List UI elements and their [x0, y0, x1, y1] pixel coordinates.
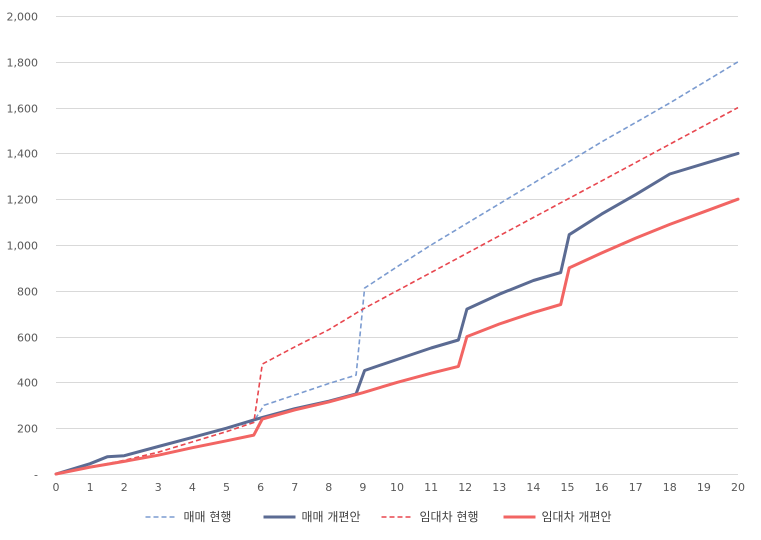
legend-item: 매매 현행	[145, 509, 232, 524]
y-tick-label: -	[34, 469, 38, 482]
x-tick-label: 11	[424, 481, 438, 494]
series-line-1	[55, 61, 739, 475]
x-tick-label: 13	[492, 481, 506, 494]
y-tick-label: 1,800	[7, 57, 39, 70]
gridlines	[56, 16, 738, 475]
x-tick-label: 4	[189, 481, 196, 494]
x-tick-label: 10	[390, 481, 404, 494]
x-tick-label: 1	[87, 481, 94, 494]
x-tick-label: 8	[325, 481, 332, 494]
legend-item: 임대차 개편안	[503, 510, 612, 524]
legend-item: 매매 개편안	[263, 510, 361, 524]
series-line-2	[54, 151, 740, 476]
y-tick-label: 1,000	[7, 240, 39, 253]
y-tick-label: 1,600	[7, 103, 39, 116]
y-tick-label: 400	[17, 377, 38, 390]
y-tick-label: 200	[17, 423, 38, 436]
x-tick-label: 17	[629, 481, 643, 494]
y-tick-label: 1,400	[7, 148, 39, 161]
x-tick-label: 14	[526, 481, 540, 494]
x-tick-label: 9	[359, 481, 366, 494]
x-tick-label: 20	[731, 481, 745, 494]
series-lines	[54, 61, 740, 476]
x-tick-label: 12	[458, 481, 472, 494]
legend-label: 매매 현행	[184, 509, 232, 524]
series-line-4	[54, 197, 740, 476]
x-tick-label: 5	[223, 481, 230, 494]
series-line-3	[55, 106, 739, 475]
legend-label: 임대차 개편안	[542, 510, 612, 524]
x-tick-label: 19	[697, 481, 711, 494]
legend-item: 임대차 현행	[381, 509, 479, 524]
y-tick-label: 1,200	[7, 194, 39, 207]
legend-label: 매매 개편안	[302, 510, 361, 524]
y-tick-label: 600	[17, 332, 38, 345]
x-tick-label: 18	[663, 481, 677, 494]
x-tick-label: 16	[595, 481, 609, 494]
x-tick-label: 3	[155, 481, 162, 494]
x-tick-label: 15	[561, 481, 575, 494]
x-tick-label: 0	[53, 481, 60, 494]
legend: 매매 현행 매매 개편안 임대차 현행 임대차 개편안	[145, 509, 612, 524]
y-tick-label: 800	[17, 286, 38, 299]
legend-label: 임대차 현행	[420, 509, 479, 524]
x-tick-label: 7	[291, 481, 298, 494]
y-tick-label: 2,000	[7, 11, 39, 24]
x-tick-label: 6	[257, 481, 264, 494]
axes: -2004006008001,0001,2001,4001,6001,8002,…	[7, 11, 746, 495]
x-tick-label: 2	[121, 481, 128, 494]
